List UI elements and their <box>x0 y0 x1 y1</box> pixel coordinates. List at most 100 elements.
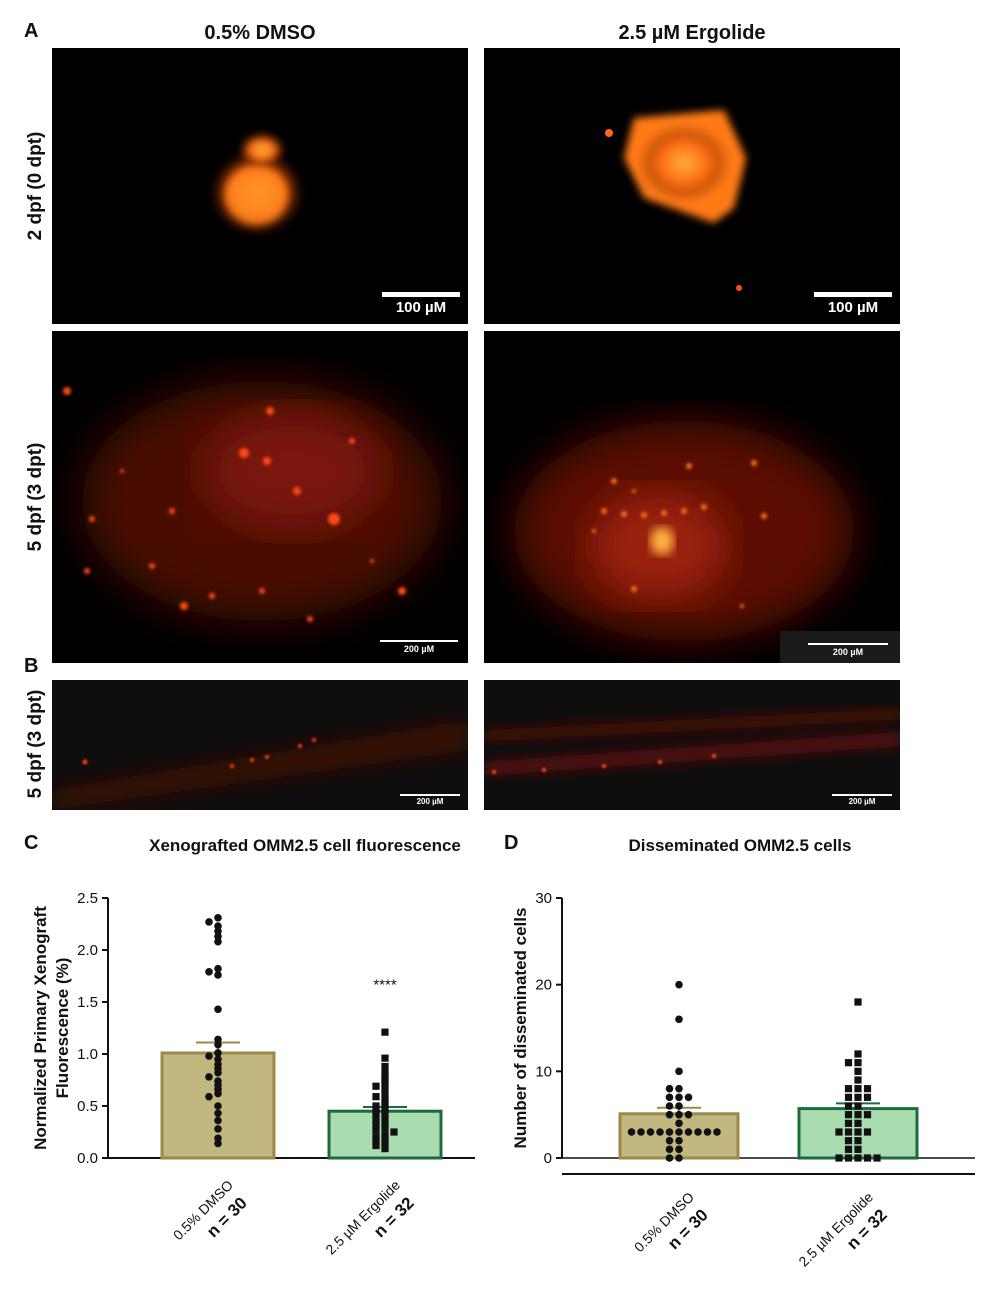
data-point <box>381 1028 389 1036</box>
data-point <box>381 1068 389 1076</box>
panel-letter-c: C <box>24 832 39 854</box>
data-point <box>214 1068 222 1077</box>
scale-bar-100um: 100 µM <box>382 292 460 316</box>
y-tick-label: 10 <box>535 1063 552 1080</box>
data-point <box>675 1015 683 1024</box>
data-point <box>854 1145 862 1153</box>
data-point <box>854 1093 862 1101</box>
data-point <box>637 1128 645 1136</box>
y-tick-label: 1.5 <box>77 994 98 1011</box>
scale-bar-100um: 100 µM <box>814 292 892 316</box>
data-point <box>372 1111 380 1119</box>
y-axis-label-line2: Fluorescence (%) <box>53 958 72 1099</box>
data-point <box>854 1050 862 1058</box>
data-point <box>372 1093 380 1101</box>
row-label-5dpf: 5 dpf (3 dpt) <box>25 442 46 552</box>
data-point <box>844 1085 853 1093</box>
scale-bar-label: 100 µM <box>827 299 879 316</box>
data-point <box>372 1126 380 1134</box>
data-point <box>381 1131 389 1139</box>
micrograph-ergolide-5dpf: 200 µM <box>484 331 900 663</box>
scale-bar-200um: 200 µM <box>380 640 458 654</box>
scale-bar-200um: 200 µM <box>400 794 460 806</box>
data-point <box>372 1137 380 1145</box>
data-point <box>214 1089 222 1098</box>
column-title-dmso: 0.5% DMSO <box>204 22 316 44</box>
micrograph-ergolide-tail: 200 µM <box>484 680 900 810</box>
data-point <box>372 1116 380 1125</box>
y-axis-label: Normalized Primary Xenograft <box>31 906 50 1150</box>
data-point <box>665 1084 674 1093</box>
scale-bar-label: 100 µM <box>395 299 447 316</box>
data-point <box>646 1128 655 1136</box>
data-point <box>844 1093 853 1101</box>
data-point <box>627 1128 636 1136</box>
data-point <box>665 1128 674 1136</box>
data-point <box>381 1104 389 1112</box>
scale-bar-label: 200 µM <box>832 647 864 657</box>
data-point <box>214 913 222 922</box>
data-point <box>372 1102 380 1110</box>
data-point <box>835 1128 843 1136</box>
scale-bar-label: 200 µM <box>403 644 435 654</box>
data-point <box>381 1089 389 1098</box>
data-point <box>381 1099 389 1107</box>
data-point <box>381 1109 389 1117</box>
data-point <box>390 1128 398 1136</box>
data-point <box>205 968 213 976</box>
data-point <box>381 1135 389 1143</box>
data-point <box>863 1085 872 1093</box>
data-point <box>214 1109 222 1118</box>
data-point <box>214 1055 222 1063</box>
data-point <box>675 1110 683 1119</box>
data-point <box>675 1136 683 1145</box>
data-point <box>214 927 222 936</box>
scale-bar-label: 200 µM <box>848 797 876 806</box>
y-tick-label: 1.0 <box>77 1046 98 1063</box>
data-point <box>863 1128 872 1136</box>
panel-letter-b: B <box>24 655 39 677</box>
data-point <box>844 1059 853 1067</box>
data-point <box>684 1110 693 1119</box>
scale-bar-background <box>780 631 900 663</box>
data-point <box>381 1139 389 1148</box>
data-point <box>873 1154 881 1162</box>
data-point <box>854 1137 862 1145</box>
y-tick-label: 2.0 <box>77 942 98 959</box>
data-point <box>854 1102 862 1110</box>
micrograph-dmso-tail: 200 µM <box>52 680 468 810</box>
data-point <box>675 1119 683 1128</box>
data-point <box>381 1079 389 1087</box>
data-point <box>381 1062 389 1071</box>
chart-d-title: Disseminated OMM2.5 cells <box>628 836 852 855</box>
data-point <box>214 1040 222 1049</box>
data-point <box>372 1141 380 1150</box>
data-point <box>214 932 222 941</box>
row-label-5dpf-tail: 5 dpf (3 dpt) <box>25 689 46 799</box>
data-point <box>675 1084 683 1093</box>
y-tick-label: 0.5 <box>77 1098 98 1115</box>
data-point <box>854 1111 862 1119</box>
data-point <box>205 1092 213 1101</box>
data-point <box>214 1035 222 1044</box>
y-tick-label: 0.0 <box>77 1150 98 1167</box>
data-point <box>665 1110 674 1119</box>
data-point <box>381 1114 389 1123</box>
column-title-ergolide: 2.5 µM Ergolide <box>618 22 766 44</box>
data-point <box>713 1128 721 1136</box>
data-point <box>854 1067 862 1075</box>
data-point <box>844 1128 853 1136</box>
data-point <box>214 1116 222 1125</box>
data-point <box>703 1128 712 1136</box>
data-point <box>665 1145 674 1154</box>
data-point <box>214 937 222 946</box>
data-point <box>854 1059 862 1067</box>
data-point <box>854 1154 862 1162</box>
data-point <box>665 1136 674 1145</box>
data-point <box>656 1128 664 1136</box>
data-point <box>214 964 222 973</box>
micrograph-dmso-5dpf: 200 µM <box>52 331 468 663</box>
data-point <box>844 1119 853 1127</box>
data-point <box>863 1154 872 1162</box>
